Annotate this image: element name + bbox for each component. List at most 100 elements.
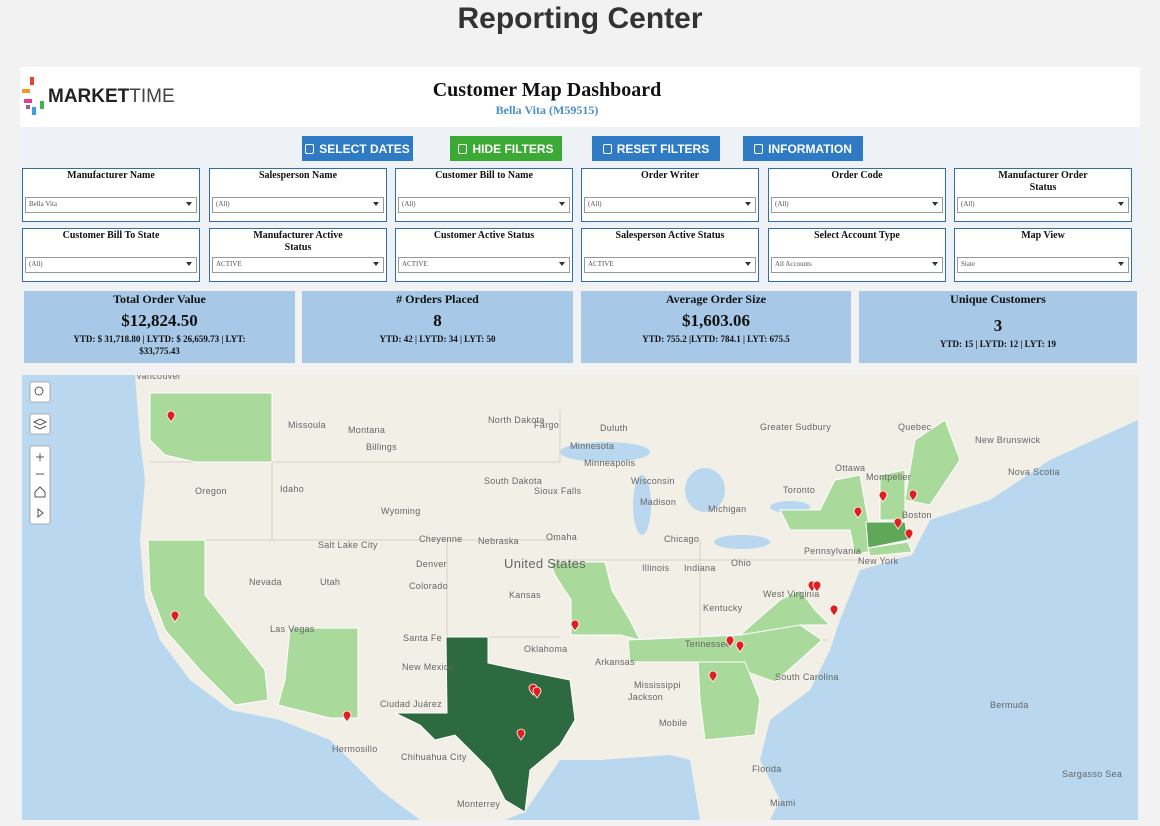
map-label: Pennsylvania — [804, 546, 861, 556]
map-label: Illinois — [642, 563, 670, 573]
map-pin[interactable] — [532, 686, 542, 699]
button-label: RESET FILTERS — [616, 141, 710, 156]
filter-dropdown[interactable]: All Accounts — [771, 257, 943, 273]
logo-main: MARKET — [48, 86, 130, 107]
map-pin[interactable] — [853, 506, 863, 519]
map-pins[interactable] — [166, 410, 918, 741]
filter-dropdown[interactable]: State — [957, 257, 1129, 273]
map-pin[interactable] — [725, 635, 735, 648]
kpi-value: $1,603.06 — [682, 311, 750, 330]
map-label: Hermosillo — [332, 744, 378, 754]
filter-dropdown[interactable]: ACTIVE — [584, 257, 756, 273]
map-label: Minnesota — [570, 441, 614, 451]
kpi-value: $12,824.50 — [121, 311, 198, 330]
kpi-value: 8 — [433, 311, 442, 330]
map-label: Fargo — [534, 420, 559, 430]
kpi-title: Unique Customers — [950, 292, 1046, 306]
filter-label: Order Code — [831, 170, 883, 181]
kpi-detail: YTD: 42 | LYTD: 34 | LYT: 50 — [379, 334, 496, 344]
map-pin[interactable] — [342, 710, 352, 723]
map-label: Miami — [770, 798, 796, 808]
map-label: Florida — [752, 764, 782, 774]
map-label: New Brunswick — [975, 435, 1041, 445]
map-label: Wisconsin — [631, 476, 675, 486]
filter: Salesperson Name (All) — [209, 168, 387, 222]
map-pin[interactable] — [570, 619, 580, 632]
filter: Order Code (All) — [768, 168, 946, 222]
map-pin[interactable] — [904, 528, 914, 541]
filter-dropdown[interactable]: (All) — [771, 197, 943, 213]
map-pin[interactable] — [735, 640, 745, 653]
map-label: Santa Fe — [403, 633, 442, 643]
map-label: Monterrey — [457, 799, 500, 809]
button[interactable]: INFORMATION — [743, 136, 863, 161]
filter-label: Manufacturer Order Status — [998, 170, 1088, 193]
kpi-detail: YTD: 755.2 |LYTD: 784.1 | LYT: 675.5 — [642, 334, 790, 344]
button[interactable]: HIDE FILTERS — [450, 136, 562, 161]
map-pin[interactable] — [812, 580, 822, 593]
map-pin[interactable] — [170, 610, 180, 623]
map-label: Missoula — [288, 420, 326, 430]
filter-dropdown[interactable]: Bella Vita — [25, 197, 197, 213]
map-label: Sargasso Sea — [1062, 769, 1122, 779]
filter: Map View State — [954, 228, 1132, 282]
filter: Salesperson Active Status ACTIVE — [581, 228, 759, 282]
map-label: Bermuda — [990, 700, 1029, 710]
filter-dropdown[interactable]: (All) — [25, 257, 197, 273]
map-pin[interactable] — [708, 670, 718, 683]
map-label: Quebec — [898, 422, 932, 432]
kpi-card: Average Order Size $1,603.06 YTD: 755.2 |L… — [581, 291, 851, 363]
filter-panel — [20, 127, 1140, 287]
map-pin[interactable] — [829, 604, 839, 617]
page-title: Reporting Center — [457, 2, 703, 35]
map-label: Montana — [348, 425, 385, 435]
button-icon — [305, 143, 315, 154]
map-label: Duluth — [600, 423, 628, 433]
map-label: Wyoming — [381, 506, 421, 516]
kpi-title: Average Order Size — [665, 292, 767, 306]
filter-dropdown[interactable]: (All) — [212, 197, 384, 213]
map-pin[interactable] — [878, 490, 888, 503]
search-control[interactable] — [29, 381, 51, 403]
layers-control[interactable] — [29, 413, 51, 435]
map-label: Michigan — [708, 504, 746, 514]
map-label: Chihuahua City — [401, 752, 467, 762]
map[interactable]: Vancouver Missoula Montana Billings North Da… — [22, 375, 1138, 820]
filter: Manufacturer Order Status (All) — [954, 168, 1132, 222]
map-label: Minneapolis — [584, 458, 636, 468]
map-pin[interactable] — [516, 728, 526, 741]
map-pin[interactable] — [908, 489, 918, 502]
filter-dropdown[interactable]: ACTIVE — [398, 257, 570, 273]
filter-dropdown[interactable]: (All) — [957, 197, 1129, 213]
map-label: Toronto — [783, 485, 815, 495]
map-label: Utah — [320, 577, 340, 587]
map-label: Ottawa — [835, 463, 865, 473]
kpi-card: Unique Customers 3 YTD: 15 | LYTD: 12 | LY… — [859, 291, 1137, 363]
map-label: Ciudad Juárez — [380, 699, 442, 709]
filter: Select Account Type All Accounts — [768, 228, 946, 282]
map-label: Kentucky — [703, 603, 743, 613]
map-pin[interactable] — [166, 410, 176, 423]
button[interactable]: SELECT DATES — [302, 136, 413, 161]
map-label: Oklahoma — [524, 644, 567, 654]
logo-icon — [22, 77, 44, 115]
filter-dropdown[interactable]: ACTIVE — [212, 257, 384, 273]
filter-label: Customer Active Status — [433, 230, 535, 241]
map-label: Nebraska — [478, 536, 519, 546]
filter-dropdown[interactable]: (All) — [584, 197, 756, 213]
filter-dropdown[interactable]: (All) — [398, 197, 570, 213]
filter-label: Map View — [1021, 230, 1065, 241]
map-label: Nevada — [249, 577, 282, 587]
zoom-panel[interactable] — [29, 445, 51, 525]
map-label: New Mexico — [402, 662, 454, 672]
filter-label: Salesperson Name — [258, 170, 338, 181]
map-label: North Dakota — [488, 415, 545, 425]
filter: Customer Bill to Name (All) — [395, 168, 573, 222]
button[interactable]: RESET FILTERS — [592, 136, 720, 161]
map-controls[interactable] — [29, 381, 51, 525]
map-pin[interactable] — [893, 517, 903, 530]
map-label: Kansas — [509, 590, 541, 600]
filter: Customer Bill To State (All) — [22, 228, 200, 282]
